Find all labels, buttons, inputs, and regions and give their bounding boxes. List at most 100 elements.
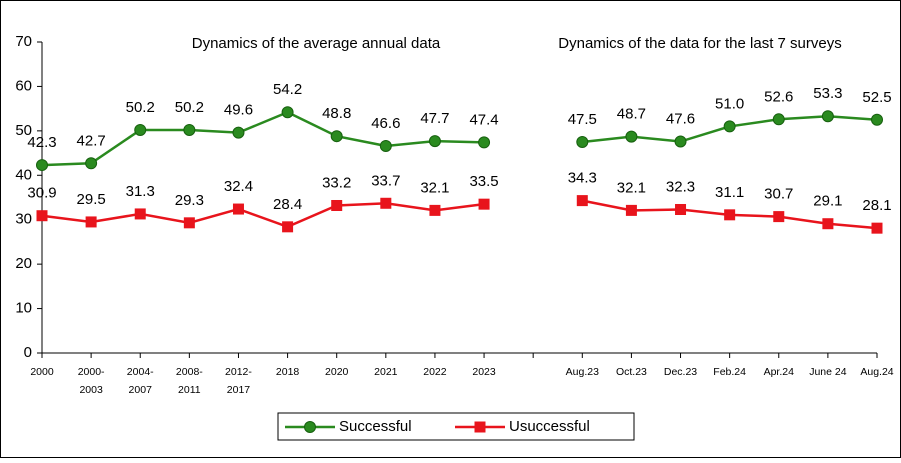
data-label: 33.7: [371, 172, 400, 189]
point: [134, 123, 147, 136]
x-tick-label: Feb.24: [713, 366, 746, 378]
point: [675, 203, 687, 215]
point: [85, 216, 97, 228]
data-label: 47.4: [469, 111, 498, 128]
data-label: 47.7: [420, 110, 449, 127]
point: [232, 203, 244, 215]
point: [380, 197, 392, 209]
point: [773, 211, 785, 223]
point: [36, 210, 48, 222]
point: [576, 195, 588, 207]
data-label: 31.1: [715, 184, 744, 201]
data-label: 42.7: [77, 132, 106, 149]
point: [281, 106, 294, 119]
data-label: 33.5: [469, 173, 498, 190]
data-label: 48.7: [617, 106, 646, 123]
point: [429, 204, 441, 216]
x-tick-label: 2008-2011: [176, 366, 203, 396]
data-label: 32.1: [617, 179, 646, 196]
y-tick-label: 60: [15, 77, 32, 94]
point: [428, 135, 441, 148]
x-tick-label: Dec.23: [664, 366, 697, 378]
data-label: 32.3: [666, 178, 695, 195]
data-label: 54.2: [273, 81, 302, 98]
x-tick-label: 2020: [325, 366, 349, 378]
legend-marker: [474, 421, 486, 433]
data-label: 33.2: [322, 174, 351, 191]
data-label: 31.3: [126, 183, 155, 200]
point: [183, 123, 196, 136]
point: [85, 157, 98, 170]
y-tick-label: 0: [24, 344, 32, 361]
point: [478, 198, 490, 210]
point: [282, 221, 294, 233]
data-label: 28.1: [862, 197, 891, 214]
point: [674, 135, 687, 148]
data-label: 53.3: [813, 85, 842, 102]
data-label: 52.6: [764, 88, 793, 105]
annotation: Dynamics of the data for the last 7 surv…: [558, 35, 841, 52]
x-tick-label: June 24: [809, 366, 847, 378]
point: [183, 217, 195, 229]
point: [724, 209, 736, 221]
data-label: 51.0: [715, 95, 744, 112]
y-tick-label: 40: [15, 166, 32, 183]
x-tick-label: Apr.24: [764, 366, 795, 378]
y-tick-label: 10: [15, 300, 32, 317]
x-tick-label: 2022: [423, 366, 447, 378]
x-tick-label: Oct.23: [616, 366, 647, 378]
data-label: 34.3: [568, 170, 597, 187]
x-tick-label: 2023: [472, 366, 496, 378]
point: [625, 130, 638, 143]
data-label: 42.3: [27, 134, 56, 151]
point: [134, 208, 146, 220]
legend-marker: [304, 421, 316, 433]
data-label: 29.5: [77, 191, 106, 208]
x-tick-label: 2000-2003: [78, 366, 105, 396]
y-tick-label: 50: [15, 122, 32, 139]
data-label: 30.7: [764, 186, 793, 203]
data-label: 50.2: [175, 99, 204, 116]
legend-label: Successful: [339, 418, 412, 435]
point: [331, 199, 343, 211]
data-label: 47.5: [568, 111, 597, 128]
x-tick-label: 2021: [374, 366, 398, 378]
data-label: 29.3: [175, 192, 204, 209]
data-label: 49.6: [224, 102, 253, 119]
legend: Successful Usuccessful: [277, 412, 635, 441]
data-label: 47.6: [666, 111, 695, 128]
x-tick-label: 2004-2007: [127, 366, 154, 396]
data-label: 48.8: [322, 105, 351, 122]
point: [821, 110, 834, 123]
point: [232, 126, 245, 139]
point: [478, 136, 491, 149]
data-label: 46.6: [371, 115, 400, 132]
point: [330, 130, 343, 143]
data-label: 50.2: [126, 99, 155, 116]
point: [871, 113, 883, 126]
point: [723, 120, 736, 133]
x-tick-label: 2012-2017: [225, 366, 252, 396]
data-label: 52.5: [862, 89, 891, 106]
data-label: 32.4: [224, 178, 253, 195]
annotation: Dynamics of the average annual data: [192, 35, 441, 52]
point: [822, 218, 834, 230]
point: [379, 139, 392, 152]
point: [36, 159, 48, 172]
data-label: 29.1: [813, 193, 842, 210]
point: [625, 204, 637, 216]
x-tick-label: Aug.23: [566, 366, 599, 378]
legend-label: Usuccessful: [509, 418, 590, 435]
x-tick-label: Aug.24: [860, 366, 893, 378]
point: [871, 222, 883, 234]
y-tick-label: 20: [15, 255, 32, 272]
y-tick-label: 70: [15, 33, 32, 50]
x-tick-label: 2018: [276, 366, 300, 378]
x-tick-label: 2000: [30, 366, 54, 378]
point: [772, 113, 785, 126]
y-tick-label: 30: [15, 211, 32, 228]
data-label: 32.1: [420, 179, 449, 196]
data-label: 28.4: [273, 196, 302, 213]
